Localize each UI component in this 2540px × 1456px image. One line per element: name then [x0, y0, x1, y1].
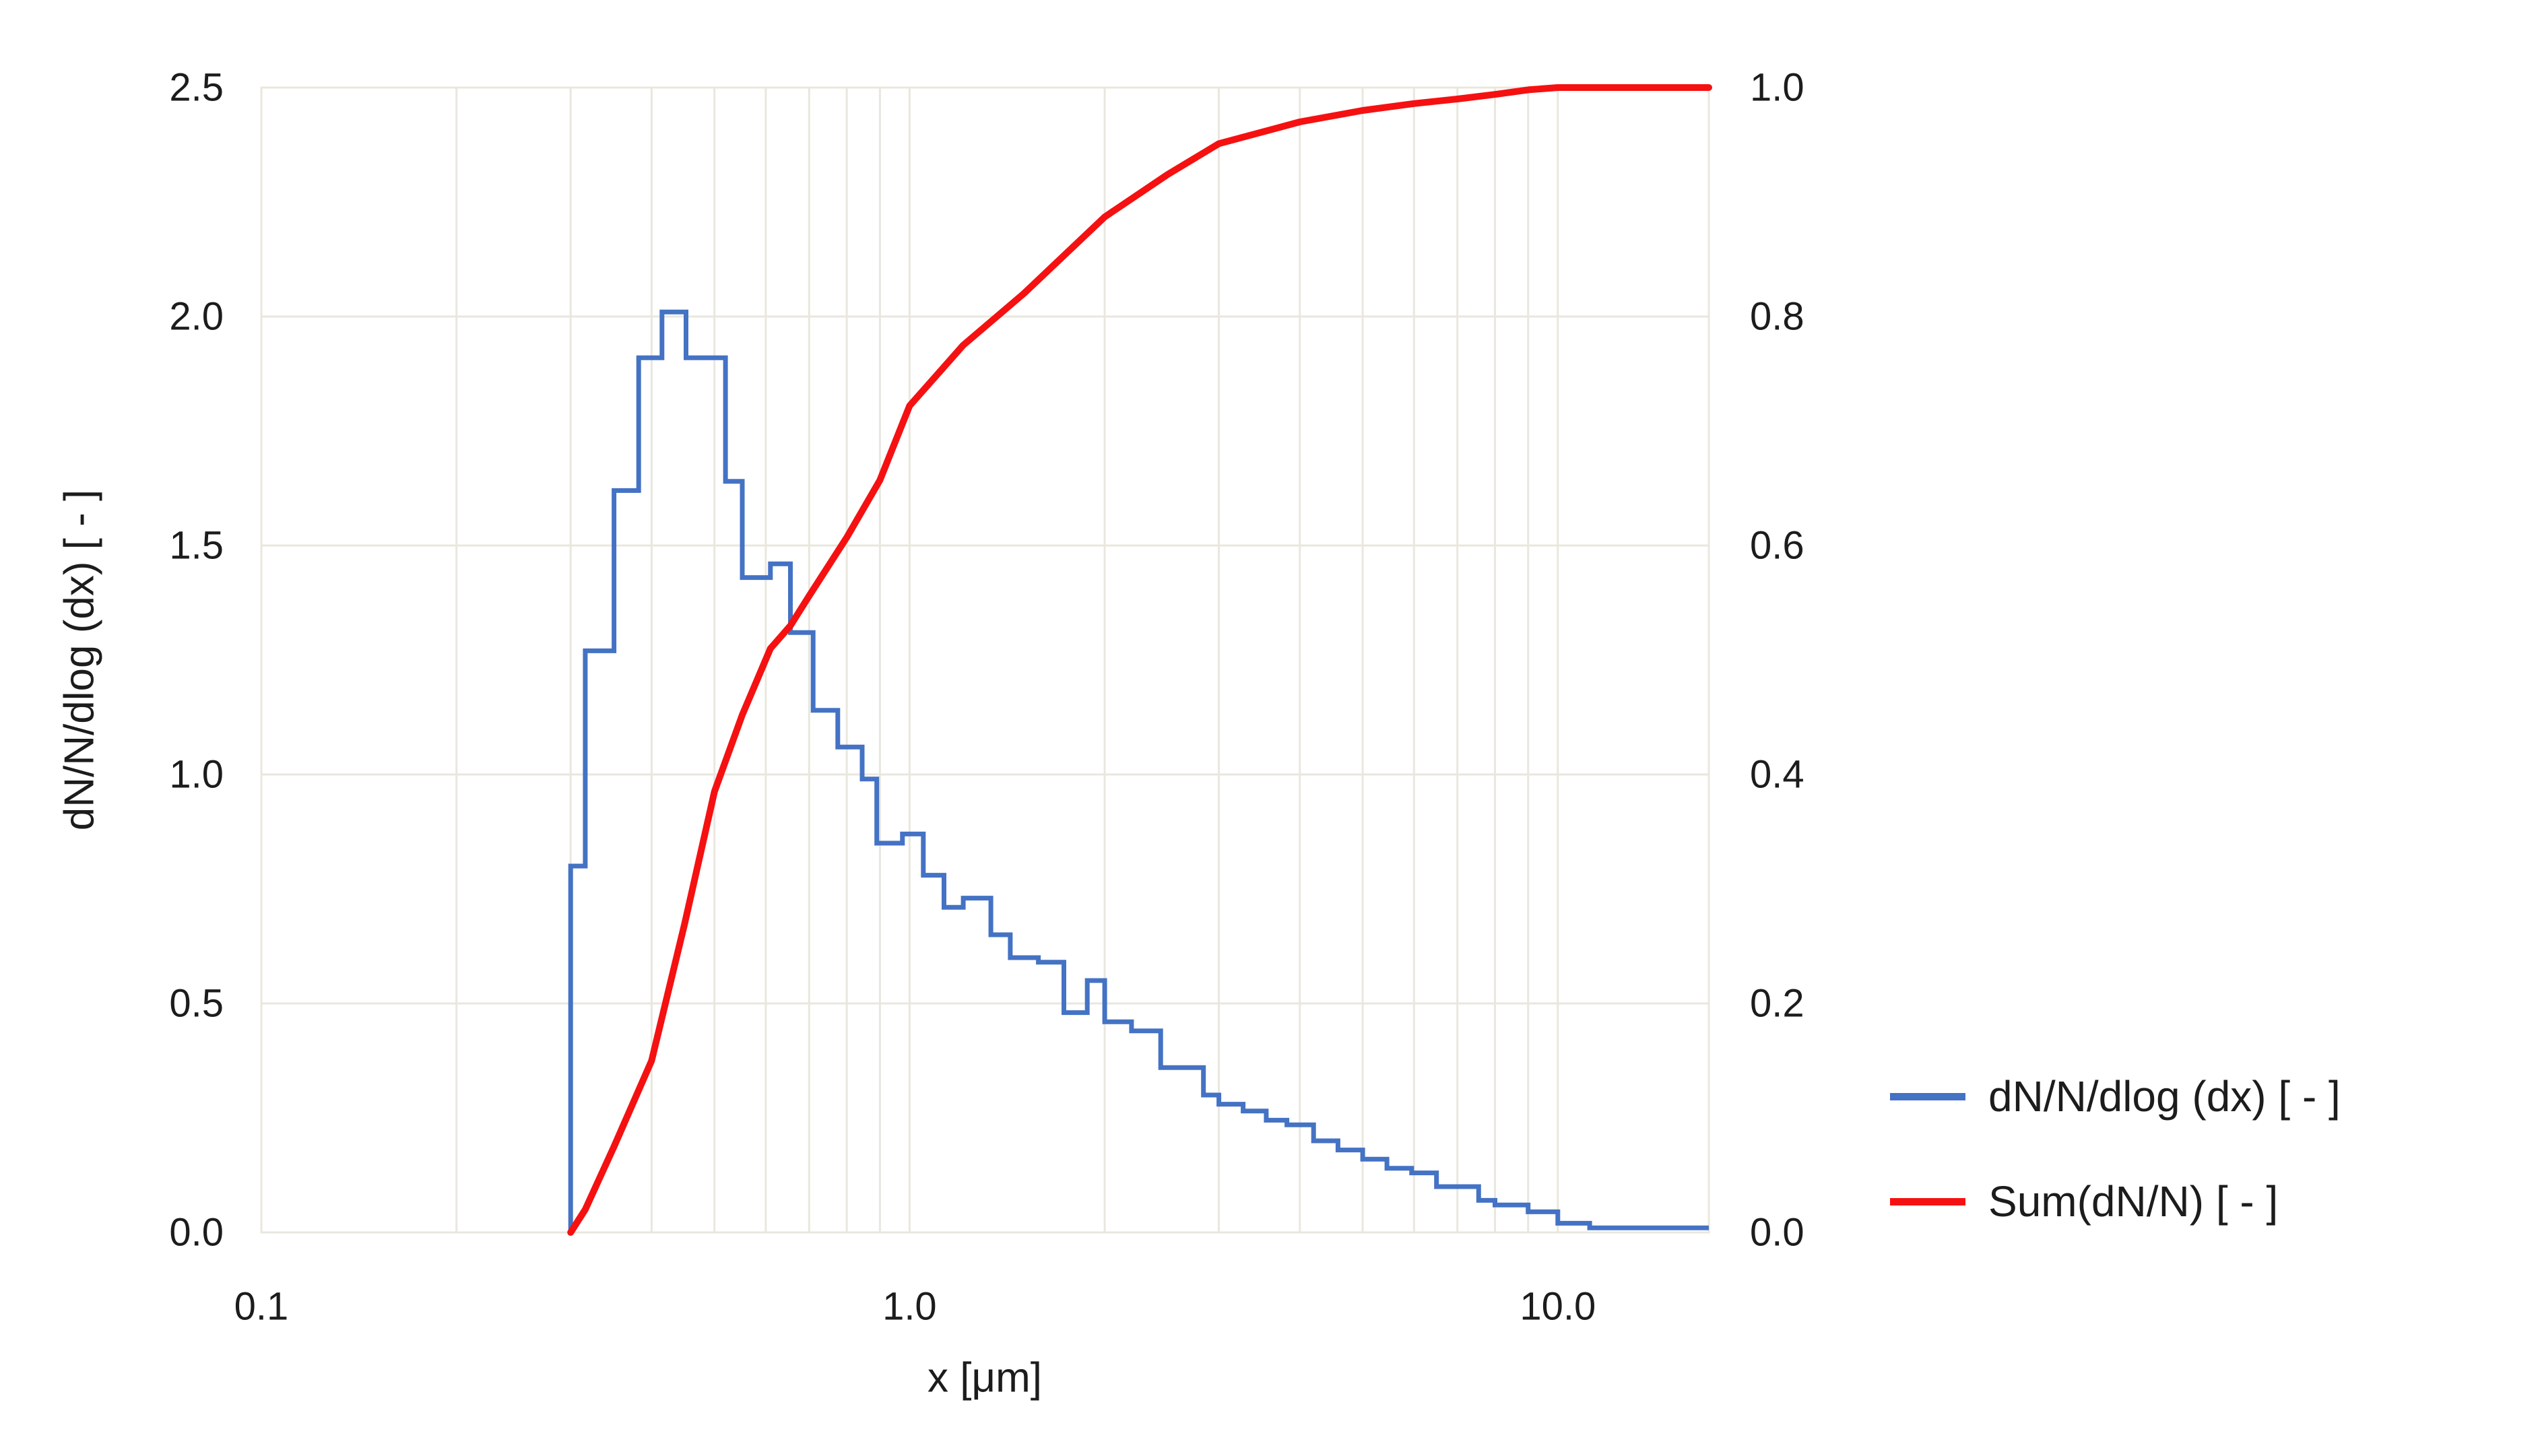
y-left-tick-label: 1.5 — [169, 524, 224, 568]
y-left-tick-label: 1.0 — [169, 753, 224, 797]
y-right-tick-label: 0.4 — [1750, 753, 1804, 797]
legend: dN/N/dlog (dx) [ - ] Sum(dN/N) [ - ] — [1890, 1072, 2341, 1282]
y-right-tick-label: 1.0 — [1750, 66, 1804, 110]
tick-labels: 0.0 0.5 1.0 1.5 2.0 2.5 0.0 0.2 0.4 0.6 0.8 1.0 0.1 1… — [169, 66, 1804, 1329]
y-right-tick-label: 0.0 — [1750, 1211, 1804, 1255]
red-line-swatch — [1890, 1197, 1965, 1205]
x-tick-label: 0.1 — [234, 1285, 289, 1329]
y-left-tick-label: 2.0 — [169, 295, 224, 339]
series-layer — [567, 84, 1712, 1236]
legend-item-density: dN/N/dlog (dx) [ - ] — [1890, 1072, 2341, 1121]
x-axis-title: x [μm] — [927, 1355, 1042, 1401]
y-right-tick-label: 0.8 — [1750, 295, 1804, 339]
y-right-tick-label: 0.2 — [1750, 982, 1804, 1026]
y-axis-title: dN/N/dlog (dx) [ - ] — [57, 490, 103, 830]
gridlines — [260, 86, 1710, 1234]
legend-label-cumulative: Sum(dN/N) [ - ] — [1988, 1177, 2279, 1226]
x-tick-label: 10.0 — [1520, 1285, 1596, 1329]
y-left-tick-label: 0.0 — [169, 1211, 224, 1255]
y-left-tick-label: 2.5 — [169, 66, 224, 110]
y-left-tick-label: 0.5 — [169, 982, 224, 1026]
x-tick-label: 1.0 — [882, 1285, 937, 1329]
plot-border — [260, 86, 1710, 1234]
legend-label-density: dN/N/dlog (dx) [ - ] — [1988, 1072, 2341, 1121]
legend-item-cumulative: Sum(dN/N) [ - ] — [1890, 1177, 2341, 1226]
cumulative-line-series — [567, 84, 1712, 1236]
blue-line-swatch — [1890, 1092, 1965, 1100]
y-right-tick-label: 0.6 — [1750, 524, 1804, 568]
density-step-series — [568, 309, 1709, 1232]
